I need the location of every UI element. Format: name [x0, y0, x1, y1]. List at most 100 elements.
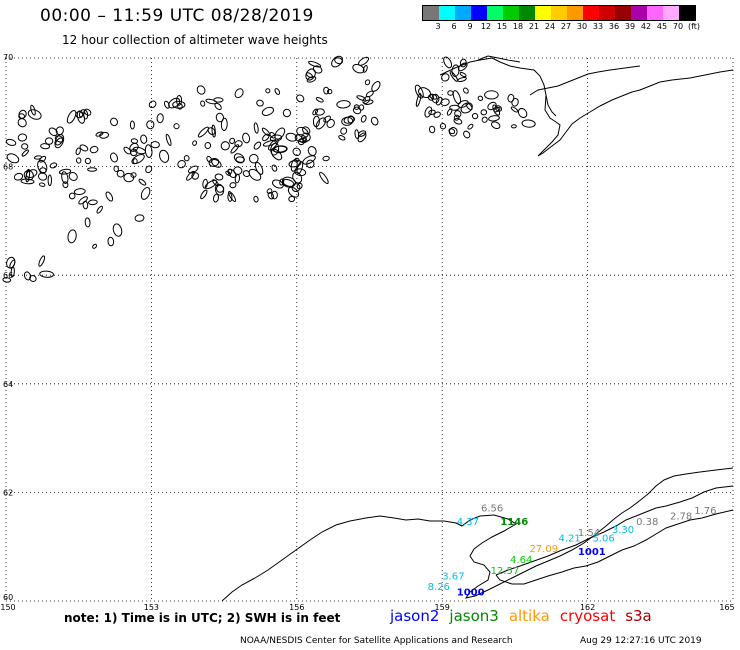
color-scale-label: 27	[560, 22, 572, 31]
ice-floe	[357, 56, 370, 66]
wave-height-label: 1146	[500, 517, 528, 528]
ice-floe	[465, 102, 473, 111]
satellite-legend-item: altika	[508, 607, 550, 625]
ice-floe	[95, 131, 104, 137]
ice-floe	[424, 106, 433, 118]
ice-floe	[48, 127, 58, 137]
ice-floe	[113, 165, 119, 172]
ice-floe	[457, 76, 467, 83]
ice-floe	[322, 155, 330, 162]
ice-floe	[129, 142, 139, 152]
ice-floe	[214, 173, 224, 181]
ice-floe	[301, 132, 311, 143]
ice-floe	[358, 104, 365, 111]
lat-tick-label: 66	[3, 271, 13, 280]
ice-floe	[173, 123, 180, 130]
lon-tick-label: 162	[580, 603, 595, 612]
ice-floe	[205, 98, 217, 105]
ice-floe	[443, 56, 453, 69]
ice-floe	[327, 88, 333, 95]
ice-floe	[21, 143, 29, 150]
ice-floe	[112, 223, 123, 237]
color-swatch	[471, 6, 487, 20]
coastline-peninsula-tip	[495, 509, 734, 585]
ice-floe	[75, 147, 81, 156]
lat-tick-label: 68	[3, 163, 13, 172]
color-swatch	[615, 6, 631, 20]
ice-floe	[454, 110, 462, 118]
ice-floe	[471, 112, 479, 120]
color-scale-label: 9	[467, 22, 473, 31]
ice-floe	[477, 95, 484, 101]
ice-floe	[315, 97, 324, 103]
wave-height-label: 3.67	[442, 571, 464, 582]
ice-floe	[254, 161, 264, 175]
coastline-inlet	[545, 94, 557, 117]
coastline-kamchatka-inner	[495, 485, 734, 576]
ice-floe	[130, 138, 139, 144]
ice-floe	[449, 71, 459, 82]
ice-floe	[84, 217, 91, 228]
ice-floe	[17, 133, 28, 142]
lat-tick-label: 70	[3, 53, 13, 62]
ice-floe	[463, 130, 471, 139]
ice-floe	[314, 108, 325, 116]
ice-floe	[253, 195, 259, 203]
coastline	[221, 55, 734, 602]
ice-floe	[39, 270, 54, 278]
ice-floe	[87, 167, 98, 172]
ice-floe	[267, 192, 274, 200]
ice-floe	[212, 179, 219, 187]
ice-floe	[213, 97, 224, 103]
color-swatch	[487, 6, 503, 20]
ice-floe	[253, 122, 259, 134]
ice-floe	[491, 121, 501, 130]
ice-floe	[460, 102, 473, 114]
ice-floe	[480, 109, 488, 116]
ice-floe	[148, 100, 157, 109]
wave-height-label: 1.54	[578, 528, 600, 539]
ice-floe	[107, 236, 115, 247]
ice-floe	[457, 62, 468, 72]
ice-floe	[47, 174, 52, 187]
ice-floe	[312, 65, 323, 74]
ice-floe	[370, 116, 379, 126]
ice-floe	[131, 154, 145, 165]
ice-floe	[220, 141, 230, 151]
ice-floe	[192, 140, 198, 146]
color-swatch	[647, 6, 663, 20]
ice-floe	[288, 159, 302, 168]
ice-floe	[17, 118, 27, 128]
ice-floe	[88, 199, 98, 206]
ice-floe	[487, 101, 497, 111]
coastline-okhotsk	[221, 467, 734, 602]
ice-floe	[105, 191, 114, 202]
ice-floe	[511, 124, 517, 129]
ice-floe	[187, 165, 199, 174]
ice-floe	[279, 178, 285, 186]
color-scale-labels: 3 6 9 12 15 18 21 24 27 30 33 36 39 42 45 70 (ft)	[422, 22, 740, 34]
ice-floe	[200, 100, 206, 107]
ice-floe	[110, 117, 118, 127]
ice-floe	[511, 97, 519, 107]
ice-floe	[448, 128, 456, 135]
color-swatch	[567, 6, 583, 20]
ice-floe	[287, 186, 300, 198]
ice-floe	[507, 93, 515, 103]
satellite-legend-item: jason3	[449, 607, 499, 625]
ice-floe	[459, 72, 467, 78]
ice-floe	[27, 109, 42, 120]
color-swatch	[439, 6, 455, 20]
lat-tick-label: 64	[3, 380, 13, 389]
color-swatch	[551, 6, 567, 20]
ice-floe	[200, 189, 208, 200]
ice-floe	[331, 55, 343, 68]
ice-floe	[365, 90, 374, 98]
ice-floe	[172, 100, 186, 109]
ice-floe	[9, 259, 16, 269]
ice-floe	[40, 143, 51, 150]
ice-floe	[234, 88, 244, 99]
ice-floe	[116, 169, 125, 178]
ice-floe	[165, 133, 172, 146]
ice-floe	[269, 131, 276, 139]
